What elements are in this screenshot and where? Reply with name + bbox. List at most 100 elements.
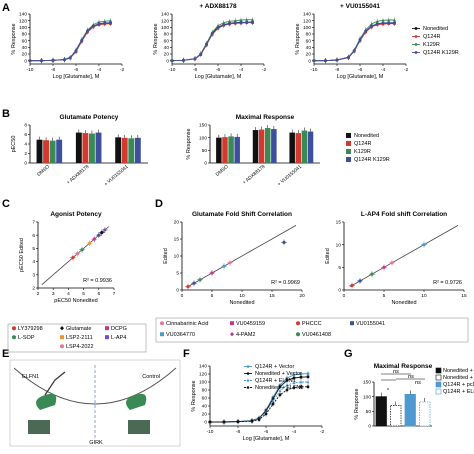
legend-D-marker	[230, 321, 234, 326]
y-tick-label: 100	[19, 25, 27, 31]
legend-C-marker	[12, 335, 16, 340]
y-tick-label: 7	[32, 220, 35, 226]
legend-D-entry: VU0155041	[356, 321, 385, 327]
bar	[222, 137, 228, 163]
regression-line	[41, 226, 109, 286]
legend-B-entry: Nonedited	[354, 133, 379, 139]
legend-G-swatch	[435, 367, 442, 374]
control-label: Control	[142, 374, 160, 380]
legend-D-entry: Cinnabarinic Acid	[166, 321, 209, 327]
panel-label-D: D	[155, 198, 163, 210]
data-point	[28, 59, 32, 63]
legend-B-swatch	[346, 133, 351, 138]
y-axis-label: Edited	[163, 248, 169, 264]
data-point	[71, 256, 75, 260]
legend-C-entry: L-AP4	[111, 335, 126, 341]
y-tick-label: 0	[204, 420, 207, 426]
data-point	[250, 419, 254, 423]
legend-C-entry: LY379298	[18, 326, 43, 332]
legend-G-entry: Nonedited + pcDNA3	[443, 368, 474, 374]
legend-F-entry: Q124R + Vector	[255, 364, 294, 370]
legend-G-entry: Q124R + ELFN1	[443, 389, 474, 395]
x-axis-label: pEC50 Nonedited	[54, 298, 97, 304]
x-tick-label: DMSO	[36, 164, 51, 178]
y-tick-label: 60	[164, 38, 170, 44]
x-tick-label: -2	[404, 67, 409, 73]
legend-A-marker	[414, 51, 418, 54]
x-tick-label: 7	[113, 291, 116, 297]
x-tick-label: -8	[236, 429, 241, 435]
y-tick-label: 6	[24, 132, 27, 138]
x-tick-label: 6	[97, 291, 100, 297]
bar	[115, 137, 122, 163]
legend-C-frame	[7, 323, 147, 353]
bar	[271, 129, 277, 163]
bar	[307, 131, 314, 163]
data-point	[75, 252, 80, 256]
data-point	[103, 21, 107, 25]
data-point	[239, 18, 243, 22]
data-point	[222, 23, 226, 27]
legend-D-entry: PHCCC	[302, 321, 322, 327]
panel-label-G: G	[344, 348, 353, 360]
girk-channel-right	[128, 420, 150, 434]
data-point	[74, 49, 78, 53]
data-point	[312, 59, 316, 63]
bar	[36, 139, 43, 163]
legend-C-entry: DCPG	[111, 326, 127, 332]
y-axis-label: % Response	[354, 388, 360, 419]
data-point	[292, 386, 296, 389]
x-tick-label: -4	[381, 67, 386, 73]
panel-label-F: F	[183, 348, 190, 360]
data-point	[282, 240, 286, 244]
legend-D-marker	[296, 321, 300, 326]
x-tick-label: -8	[193, 67, 198, 73]
x-tick-label: 15	[269, 293, 275, 299]
data-point	[251, 18, 254, 21]
x-tick-label: -8	[335, 67, 340, 73]
y-tick-label: 8	[24, 123, 27, 129]
bar	[258, 129, 265, 163]
y-tick-label: 40	[22, 45, 28, 51]
x-tick-label: 20	[299, 293, 305, 299]
data-point	[251, 20, 254, 24]
x-tick-label: 10	[239, 293, 245, 299]
y-tick-label: 0	[204, 161, 207, 167]
regression-line	[187, 225, 297, 287]
bar	[134, 137, 141, 163]
data-point	[278, 385, 282, 389]
bar	[295, 133, 302, 163]
data-point	[292, 376, 296, 380]
x-axis-label: Nonedited	[391, 300, 416, 306]
x-tick-label: 0	[343, 293, 346, 299]
y-tick-label: 120	[199, 372, 207, 378]
y-tick-label: 0	[368, 424, 371, 430]
legend-C-marker	[60, 335, 64, 340]
y-tick-label: 60	[306, 38, 312, 44]
series-line	[314, 22, 395, 62]
x-tick-label: -4	[292, 429, 297, 435]
x-tick-label: -6	[358, 67, 363, 73]
data-point	[358, 279, 362, 283]
x-axis-label: Log [Glutamate], M	[243, 436, 290, 442]
x-tick-label: -6	[216, 67, 221, 73]
y-axis-label: % Response	[153, 23, 159, 54]
data-point	[335, 58, 339, 62]
legend-F-marker	[246, 372, 250, 375]
chart-title: + VU0155041	[340, 3, 380, 10]
x-tick-label: -6	[74, 67, 79, 73]
y-tick-label: 140	[161, 12, 169, 18]
x-tick-label: 4	[67, 291, 70, 297]
data-point	[387, 21, 391, 25]
receptor-left	[36, 393, 57, 410]
y-tick-label: 100	[303, 25, 311, 31]
x-tick-label: 0	[181, 293, 184, 299]
chart-title: Glutamate Fold Shift Correlation	[192, 211, 292, 218]
legend-B-entry: Q124R K129R	[354, 157, 390, 163]
y-tick-label: 6	[32, 233, 35, 239]
y-tick-label: 120	[303, 18, 311, 24]
data-point	[285, 379, 289, 382]
y-tick-label: 15	[174, 237, 180, 243]
data-point	[86, 29, 89, 33]
